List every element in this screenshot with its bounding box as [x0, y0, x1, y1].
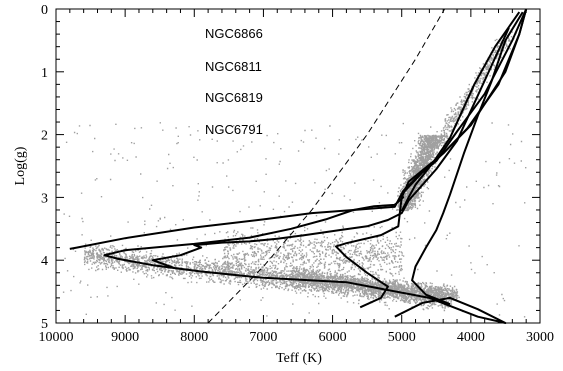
axis-tick-labels: 10000 9000 8000 7000 6000 5000 4000 3000 0 1 2 3 4 5	[39, 3, 555, 345]
annotation-ngc6811: NGC6811	[205, 59, 262, 74]
x-tick-label: 3000	[526, 330, 554, 345]
x-tick-label: 9000	[111, 330, 139, 345]
y-tick-label: 3	[41, 191, 48, 206]
y-tick-label: 5	[41, 317, 48, 332]
x-tick-label: 10000	[39, 330, 74, 345]
x-tick-label: 8000	[180, 330, 208, 345]
x-tick-label: 6000	[319, 330, 347, 345]
y-tick-label: 2	[41, 129, 48, 144]
isochrone-line-5	[400, 11, 521, 212]
isochrone-line-4	[411, 11, 524, 306]
isochrone-line-6	[151, 27, 510, 269]
isochrone-line-3	[335, 8, 528, 309]
isochrone-lines	[69, 8, 528, 324]
axis-ticks	[55, 8, 541, 324]
plot-frame	[55, 8, 541, 324]
annotation-ngc6791: NGC6791	[205, 122, 263, 137]
y-tick-label: 1	[41, 66, 48, 81]
x-tick-label: 4000	[457, 330, 485, 345]
x-axis-title: Teff (K)	[276, 351, 322, 366]
y-tick-label: 0	[41, 3, 48, 18]
annotation-ngc6819: NGC6819	[205, 90, 263, 105]
y-tick-label: 4	[41, 254, 48, 269]
y-axis-title: Log(g)	[13, 146, 28, 185]
x-tick-label: 5000	[388, 330, 416, 345]
dashed-reference-line	[207, 8, 446, 324]
reference-line	[207, 8, 446, 324]
annotation-ngc6866: NGC6866	[205, 26, 263, 41]
x-tick-label: 7000	[249, 330, 277, 345]
